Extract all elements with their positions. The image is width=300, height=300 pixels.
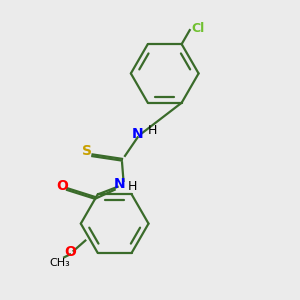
Text: O: O bbox=[64, 245, 76, 259]
Text: H: H bbox=[148, 124, 157, 137]
Text: N: N bbox=[132, 127, 143, 141]
Text: Cl: Cl bbox=[192, 22, 205, 35]
Text: N: N bbox=[113, 177, 125, 191]
Text: H: H bbox=[128, 180, 138, 193]
Text: O: O bbox=[56, 179, 68, 193]
Text: S: S bbox=[82, 145, 92, 158]
Text: CH₃: CH₃ bbox=[50, 258, 70, 268]
